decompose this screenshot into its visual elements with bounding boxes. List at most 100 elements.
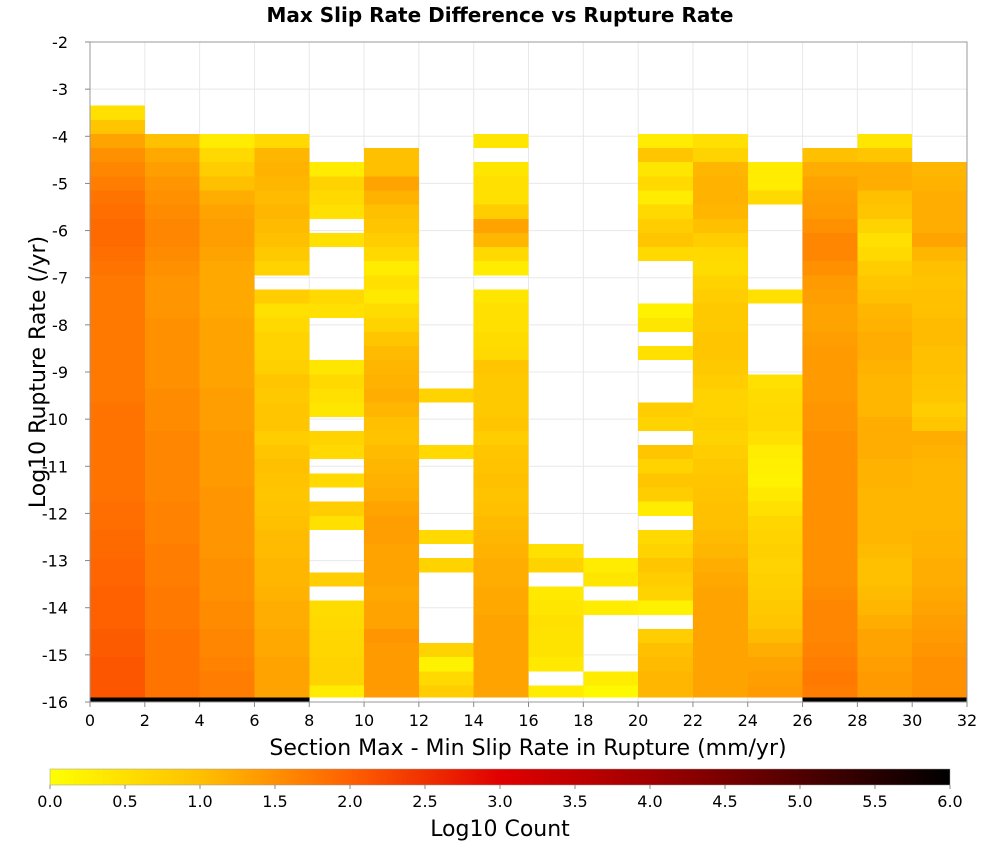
heatmap-cell bbox=[199, 346, 255, 361]
heatmap-cell bbox=[199, 232, 255, 248]
heatmap-cell bbox=[364, 487, 419, 502]
heatmap-cell bbox=[199, 657, 255, 672]
heatmap-cell bbox=[692, 487, 748, 502]
heatmap-cell bbox=[802, 600, 858, 615]
heatmap-cell bbox=[638, 671, 693, 686]
heatmap-cell bbox=[254, 176, 310, 191]
colorbar-tick-label: 4.0 bbox=[637, 792, 662, 811]
heatmap-cell bbox=[199, 628, 255, 644]
heatmap-cell bbox=[90, 176, 145, 191]
heatmap-cell bbox=[309, 402, 365, 417]
heatmap-cell bbox=[802, 247, 858, 262]
heatmap-cell bbox=[473, 600, 529, 615]
heatmap-cell bbox=[692, 218, 748, 233]
heatmap-cell bbox=[309, 430, 365, 446]
heatmap-cell bbox=[912, 190, 967, 205]
heatmap-cell bbox=[638, 204, 693, 219]
heatmap-cell bbox=[364, 247, 419, 262]
heatmap-cell bbox=[90, 331, 145, 347]
heatmap-cell bbox=[692, 430, 748, 446]
heatmap-cell bbox=[692, 303, 748, 318]
heatmap-cell bbox=[583, 671, 639, 686]
heatmap-cell bbox=[90, 600, 145, 615]
heatmap-cell bbox=[912, 388, 967, 403]
heatmap-cell bbox=[364, 388, 419, 403]
heatmap-cell bbox=[473, 218, 529, 233]
heatmap-cell bbox=[692, 204, 748, 219]
heatmap-cell bbox=[144, 176, 200, 191]
heatmap-cell bbox=[309, 374, 365, 389]
heatmap-cell bbox=[144, 544, 200, 559]
heatmap-cell bbox=[747, 586, 803, 601]
heatmap-cell bbox=[638, 586, 693, 601]
colorbar-ticks: 0.0 0.5 1.0 1.5 2.0 2.5 3.0 3.5 4.0 4.5 5.0 5.5 6.0 bbox=[37, 785, 963, 811]
heatmap-cell bbox=[747, 501, 803, 516]
heatmap-cell bbox=[90, 671, 145, 686]
x-tick-label: 30 bbox=[902, 711, 922, 730]
heatmap-cell bbox=[364, 162, 419, 177]
heatmap-cell bbox=[912, 657, 967, 672]
heatmap-cell bbox=[857, 487, 913, 502]
heatmap-cell bbox=[144, 657, 200, 672]
heatmap-cell bbox=[857, 614, 913, 629]
heatmap-cell bbox=[364, 402, 419, 417]
heatmap-cell bbox=[90, 289, 145, 304]
heatmap-cell bbox=[309, 176, 365, 191]
heatmap-cell bbox=[199, 614, 255, 629]
heatmap-cell bbox=[254, 697, 310, 702]
heatmap-cell bbox=[912, 501, 967, 516]
heatmap-cell bbox=[857, 176, 913, 191]
heatmap-cell bbox=[912, 544, 967, 559]
heatmap-cell bbox=[473, 289, 529, 304]
heatmap-cell bbox=[857, 586, 913, 601]
x-tick-label: 10 bbox=[354, 711, 374, 730]
heatmap-cell bbox=[144, 133, 200, 149]
heatmap-cell bbox=[90, 303, 145, 318]
heatmap-cell bbox=[802, 346, 858, 361]
heatmap-cell bbox=[309, 232, 365, 248]
heatmap-cell bbox=[802, 204, 858, 219]
heatmap-cell bbox=[199, 586, 255, 601]
heatmap-cell bbox=[857, 346, 913, 361]
heatmap-cell bbox=[254, 586, 310, 601]
heatmap-cell bbox=[802, 360, 858, 375]
heatmap-cell bbox=[747, 544, 803, 559]
heatmap-cell bbox=[254, 487, 310, 502]
heatmap-cell bbox=[473, 190, 529, 205]
heatmap-cell bbox=[857, 289, 913, 304]
x-tick-label: 18 bbox=[573, 711, 593, 730]
heatmap-cell bbox=[418, 671, 474, 686]
heatmap-cell bbox=[912, 586, 967, 601]
heatmap-cell bbox=[473, 501, 529, 516]
heatmap-cell bbox=[254, 515, 310, 530]
y-axis-label: Log10 Rupture Rate (/yr) bbox=[26, 236, 51, 508]
x-tick-label: 6 bbox=[249, 711, 259, 730]
heatmap-cell bbox=[364, 275, 419, 290]
heatmap-cell bbox=[912, 402, 967, 417]
heatmap-cell bbox=[692, 586, 748, 601]
heatmap-cell bbox=[199, 402, 255, 417]
heatmap-cell bbox=[473, 204, 529, 219]
heatmap-cell bbox=[802, 317, 858, 332]
heatmap-cell bbox=[857, 133, 913, 149]
colorbar bbox=[49, 768, 951, 786]
heatmap-cell bbox=[254, 614, 310, 629]
heatmap-cell bbox=[912, 360, 967, 375]
x-axis-ticks: 0 2 4 6 8 10 12 14 16 18 20 22 24 26 28 30 32 bbox=[85, 702, 977, 730]
heatmap-cell bbox=[692, 473, 748, 488]
heatmap-cell bbox=[857, 657, 913, 672]
heatmap-cell bbox=[144, 360, 200, 375]
heatmap-cell bbox=[254, 148, 310, 163]
heatmap-cell bbox=[144, 558, 200, 573]
heatmap-cell bbox=[473, 515, 529, 530]
heatmap-cell bbox=[473, 459, 529, 474]
heatmap-cell bbox=[254, 346, 310, 361]
heatmap-cell bbox=[309, 643, 365, 658]
heatmap-cell bbox=[473, 388, 529, 403]
heatmap-cell bbox=[254, 374, 310, 389]
heatmap-cell bbox=[144, 148, 200, 163]
heatmap-cell bbox=[418, 657, 474, 672]
heatmap-cell bbox=[90, 346, 145, 361]
heatmap-cell bbox=[857, 697, 913, 702]
heatmap-cell bbox=[254, 388, 310, 403]
